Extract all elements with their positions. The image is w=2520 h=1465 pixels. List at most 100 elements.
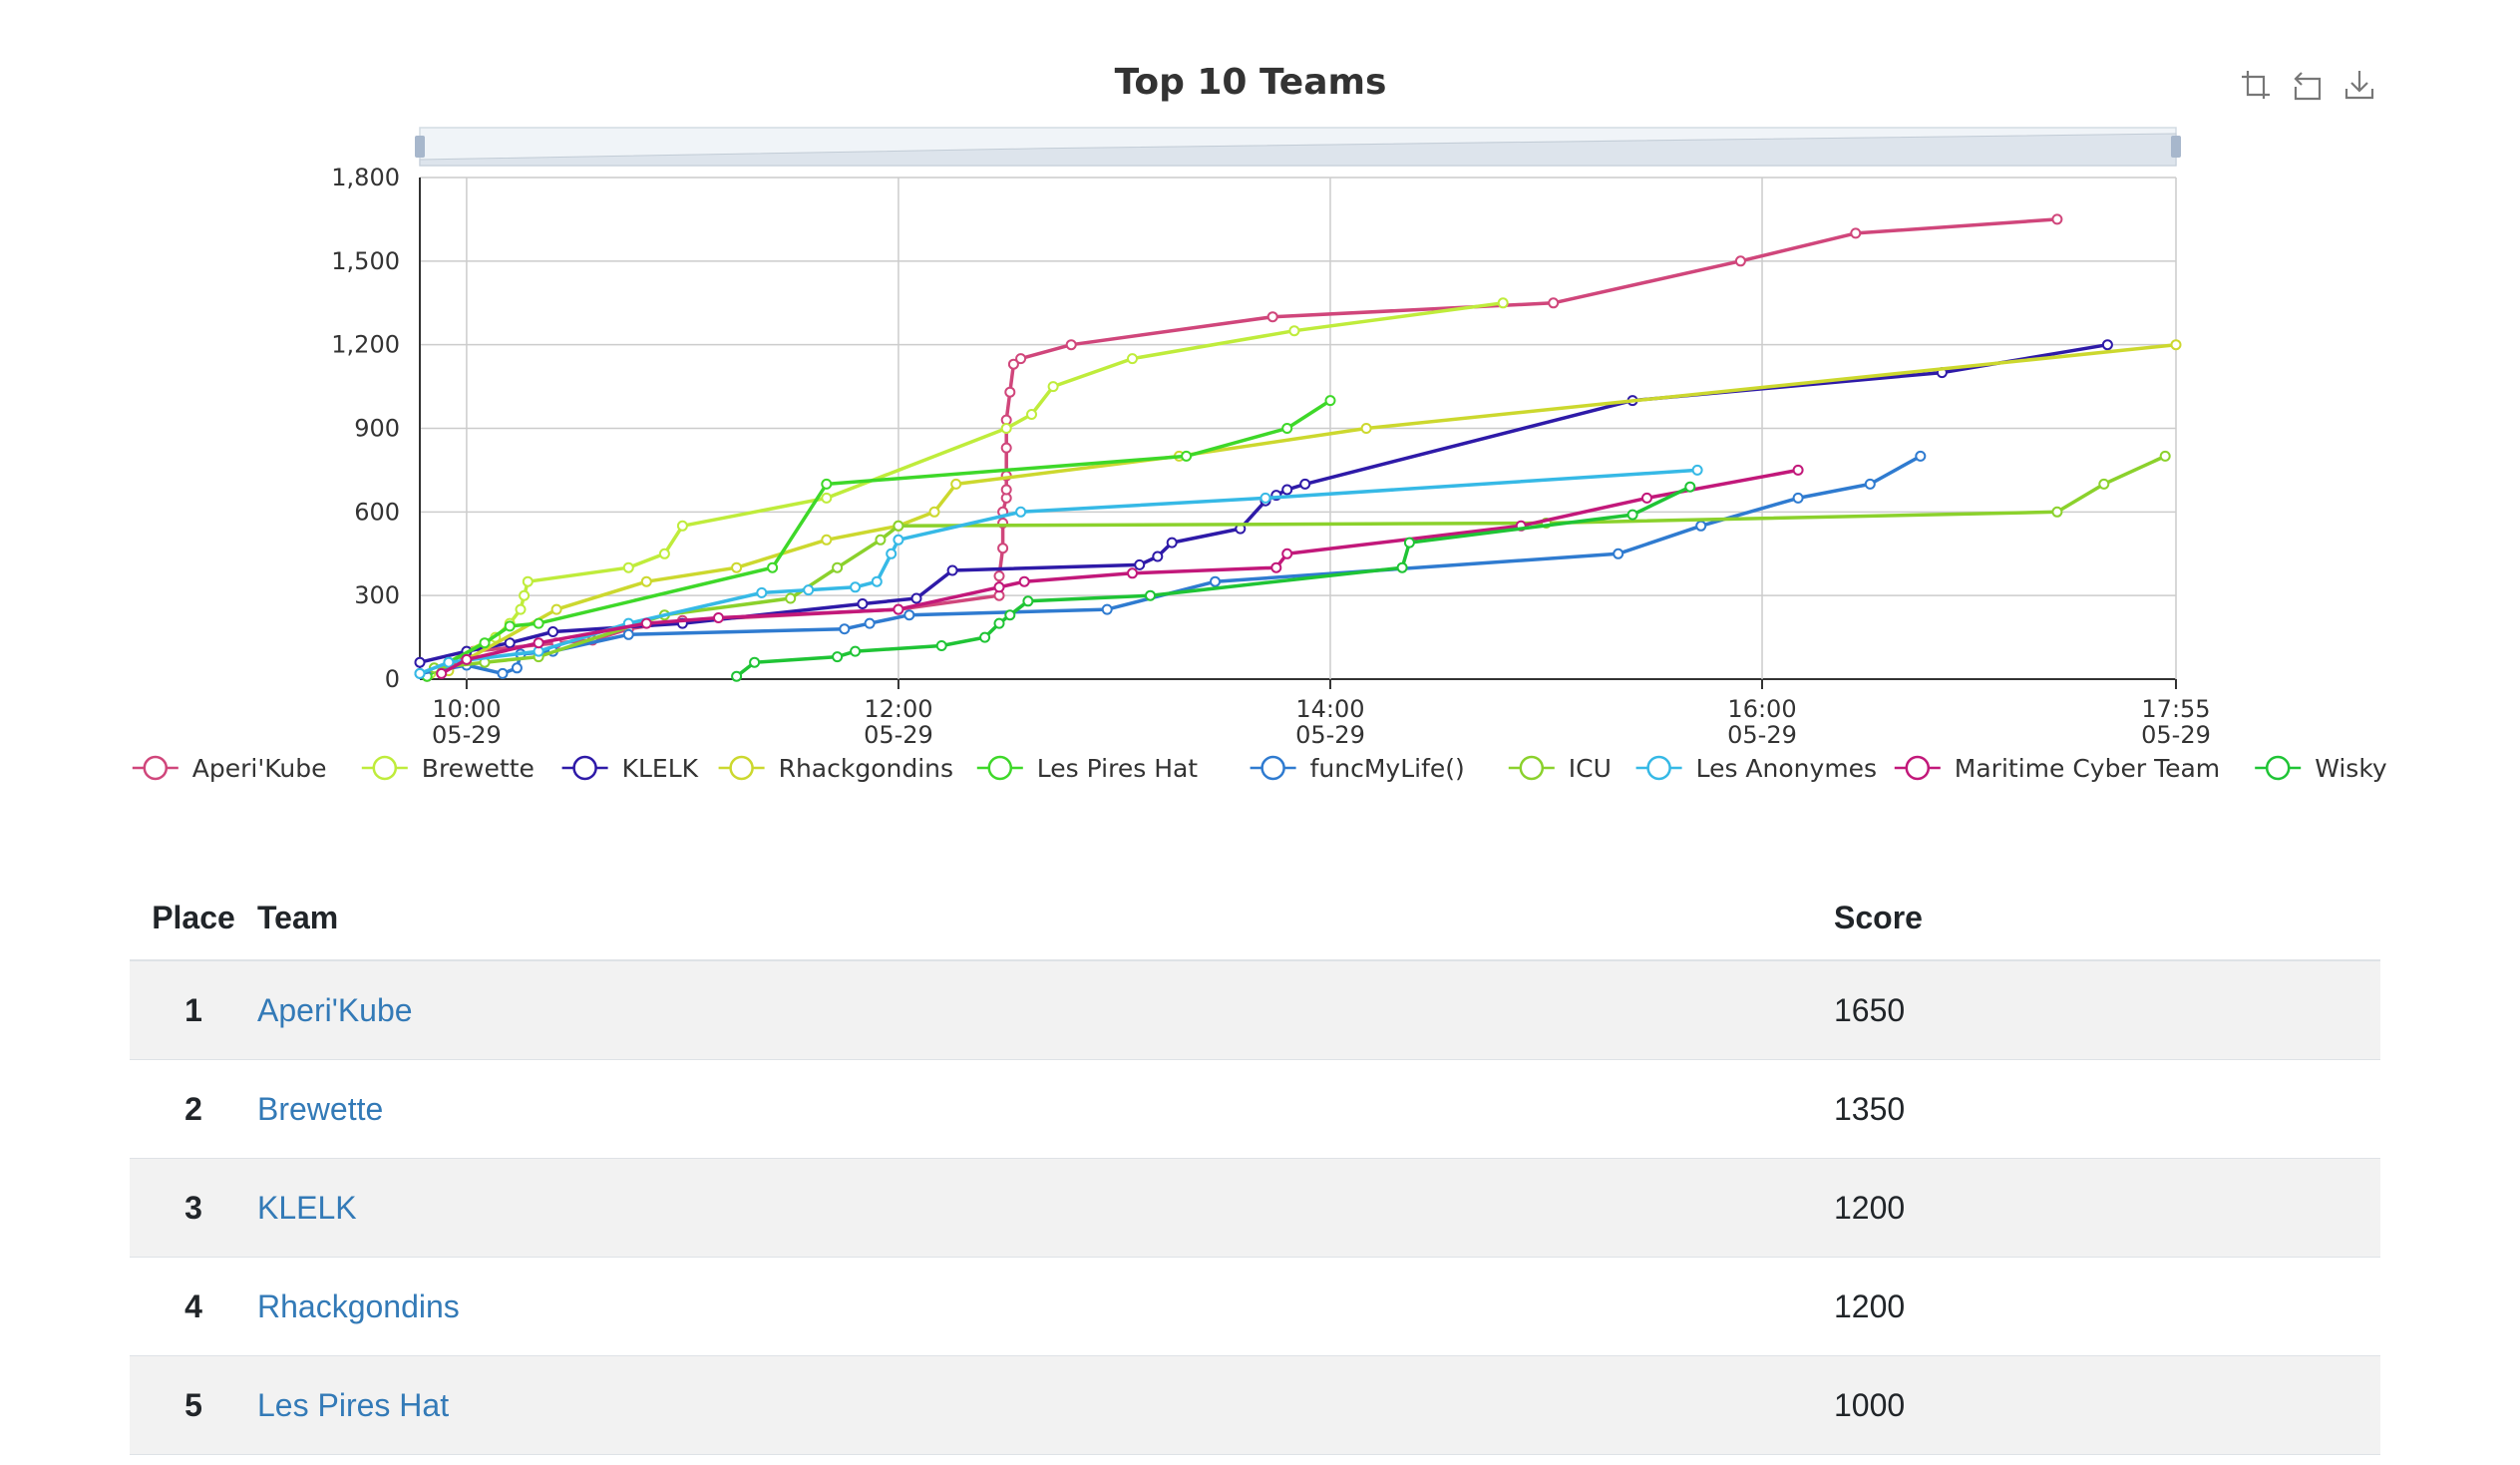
data-point <box>550 603 562 615</box>
download-icon[interactable] <box>2342 68 2376 102</box>
restore-icon[interactable] <box>2291 68 2325 102</box>
legend-item[interactable]: Brewette <box>361 754 535 783</box>
series-line <box>434 454 2166 670</box>
scoreboard-chart: Top 10 Teams 0 300 600 900 1,200 1,500 1,800 10:… <box>132 62 2387 783</box>
y-tick-label: 0 <box>385 665 400 693</box>
score-cell: 1200 <box>1834 1257 2380 1356</box>
data-point <box>903 609 915 621</box>
legend-label: Wisky <box>2315 754 2387 783</box>
data-point <box>993 570 1005 582</box>
data-point <box>821 492 833 504</box>
data-point <box>1695 520 1707 532</box>
data-point <box>850 581 862 593</box>
data-point <box>1022 595 1034 607</box>
x-tick-label: 17:55 <box>2141 695 2210 723</box>
data-point <box>519 589 531 601</box>
score-cell: 1350 <box>1834 1059 2380 1159</box>
score-header: Score <box>1834 876 2380 961</box>
data-point <box>1000 423 1012 434</box>
legend-item[interactable]: funcMyLife() <box>1250 754 1465 783</box>
datazoom-slider[interactable] <box>415 127 2181 167</box>
data-point <box>993 581 1005 593</box>
legend-item[interactable]: Aperi'Kube <box>132 754 327 783</box>
data-point <box>767 561 779 573</box>
legend-marker <box>1646 755 1671 781</box>
data-point <box>910 592 922 604</box>
data-point <box>2170 339 2182 351</box>
data-point <box>1166 537 1178 549</box>
data-point <box>928 506 940 518</box>
datazoom-handle-right <box>2171 136 2181 158</box>
data-point <box>1065 339 1077 351</box>
x-tick-date: 05-29 <box>2141 721 2211 749</box>
legend-label: Les Anonymes <box>1696 754 1877 783</box>
x-tick-label: 14:00 <box>1295 695 1364 723</box>
data-point <box>511 662 523 674</box>
data-point <box>479 637 491 649</box>
legend-item[interactable]: ICU <box>1508 754 1612 783</box>
data-point <box>950 478 962 490</box>
data-point <box>2101 339 2113 351</box>
table-header-row: Place Team Score <box>130 876 2380 961</box>
y-tick-label: 1,500 <box>331 247 400 275</box>
data-point <box>1497 297 1509 309</box>
legend-marker <box>572 755 597 781</box>
data-point <box>1281 423 1293 434</box>
legend-item[interactable]: KLELK <box>561 754 699 783</box>
data-point <box>533 637 544 649</box>
table-row: 1 Aperi'Kube 1650 <box>130 960 2380 1060</box>
data-point <box>1324 395 1336 407</box>
series-maritime-cyber-team <box>436 464 1804 679</box>
x-tick-date: 05-29 <box>432 721 502 749</box>
legend-label: Aperi'Kube <box>192 754 327 783</box>
legend-item[interactable]: Les Pires Hat <box>976 754 1199 783</box>
data-point <box>676 520 688 532</box>
legend-item[interactable]: Wisky <box>2255 754 2387 783</box>
data-point <box>886 548 898 559</box>
data-point <box>875 534 887 546</box>
legend-item[interactable]: Les Anonymes <box>1635 754 1877 783</box>
legend-marker <box>143 755 169 781</box>
data-point <box>946 564 958 576</box>
legend-item[interactable]: Rhackgondins <box>718 754 953 783</box>
zoom-icon[interactable] <box>2239 68 2273 102</box>
data-point <box>893 603 904 615</box>
place-header: Place <box>130 876 257 961</box>
data-point <box>1396 561 1408 573</box>
legend-item[interactable]: Maritime Cyber Team <box>1894 754 2220 783</box>
data-point <box>547 626 558 637</box>
data-point <box>1281 548 1293 559</box>
legend-label: Les Pires Hat <box>1037 754 1199 783</box>
data-point <box>1734 255 1746 267</box>
team-link[interactable]: KLELK <box>257 1189 357 1226</box>
legend-label: Rhackgondins <box>779 754 953 783</box>
series-line <box>419 468 1698 676</box>
data-point <box>1127 567 1138 579</box>
team-link[interactable]: Brewette <box>257 1090 384 1127</box>
data-point <box>1626 509 1638 521</box>
data-point <box>1792 492 1804 504</box>
legend-marker <box>1519 755 1545 781</box>
table-row: 4 Rhackgondins 1200 <box>130 1257 2380 1356</box>
data-point <box>2051 213 2063 225</box>
data-point <box>839 623 851 635</box>
data-point <box>1134 558 1146 570</box>
data-point <box>803 584 815 596</box>
team-link[interactable]: Aperi'Kube <box>257 991 413 1028</box>
series-rhackgondins <box>443 339 2182 677</box>
team-link[interactable]: Les Pires Hat <box>257 1386 450 1423</box>
score-cell: 1650 <box>1834 960 2380 1060</box>
data-point <box>414 656 426 668</box>
table-row: 2 Brewette 1350 <box>130 1059 2380 1159</box>
data-point <box>1299 478 1311 490</box>
data-point <box>622 561 634 573</box>
data-point <box>504 620 516 632</box>
x-tick-date: 05-29 <box>1295 721 1365 749</box>
data-point <box>515 603 527 615</box>
data-point <box>893 534 904 546</box>
data-point <box>731 561 743 573</box>
team-link[interactable]: Rhackgondins <box>257 1287 460 1324</box>
place-cell: 2 <box>130 1059 257 1159</box>
data-point <box>1000 484 1012 496</box>
data-point <box>1288 325 1300 337</box>
